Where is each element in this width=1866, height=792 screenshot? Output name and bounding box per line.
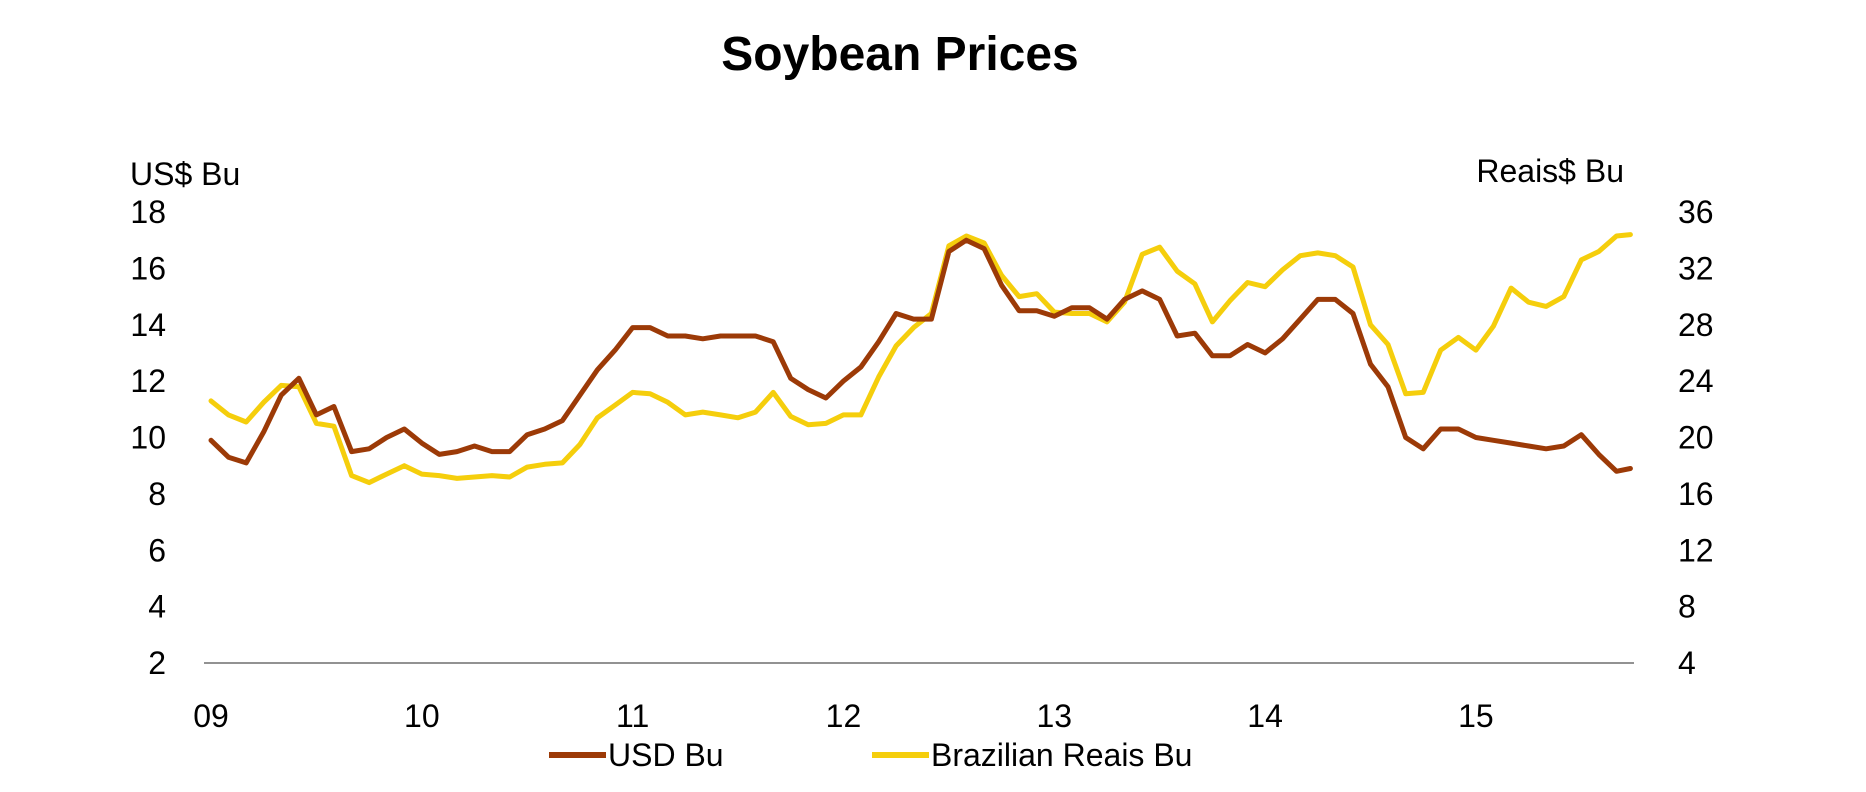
x-tick-label: 13 (1036, 698, 1072, 734)
legend-label-usd: USD Bu (608, 737, 724, 773)
legend-item-brl: Brazilian Reais Bu (872, 737, 1192, 773)
series-lines (208, 232, 1633, 486)
left-y-tick-label: 18 (130, 194, 166, 230)
right-y-tick-label: 4 (1678, 645, 1696, 681)
right-y-tick-label: 20 (1678, 420, 1714, 456)
x-axis: 09 10 11 12 13 14 15 (193, 698, 1493, 734)
left-y-tick-label: 14 (130, 307, 166, 343)
series-line-usd (208, 237, 1633, 474)
x-tick-label: 09 (193, 698, 229, 734)
right-y-tick-label: 16 (1678, 476, 1714, 512)
x-tick-label: 15 (1458, 698, 1494, 734)
left-y-tick-label: 2 (148, 645, 166, 681)
right-y-tick-label: 28 (1678, 307, 1714, 343)
right-y-tick-label: 32 (1678, 250, 1714, 286)
left-y-tick-label: 16 (130, 250, 166, 286)
right-axis-unit-label: Reais$ Bu (1476, 153, 1624, 189)
legend: USD Bu Brazilian Reais Bu (549, 737, 1192, 773)
chart-title: Soybean Prices (721, 28, 1079, 81)
left-y-tick-label: 12 (130, 363, 166, 399)
left-y-tick-label: 8 (148, 476, 166, 512)
right-y-tick-label: 8 (1678, 589, 1696, 625)
left-y-tick-label: 6 (148, 532, 166, 568)
left-y-tick-label: 4 (148, 589, 166, 625)
left-axis-unit-label: US$ Bu (130, 156, 240, 192)
x-tick-label: 14 (1247, 698, 1283, 734)
right-y-tick-label: 24 (1678, 363, 1714, 399)
legend-label-brl: Brazilian Reais Bu (931, 737, 1192, 773)
right-y-tick-label: 36 (1678, 194, 1714, 230)
legend-item-usd: USD Bu (549, 737, 724, 773)
right-y-axis: 4 8 12 16 20 24 28 32 36 (1678, 194, 1714, 681)
left-y-tick-label: 10 (130, 420, 166, 456)
x-tick-label: 10 (404, 698, 440, 734)
left-y-axis: 2 4 6 8 10 12 14 16 18 (130, 194, 166, 681)
x-tick-label: 11 (616, 698, 649, 734)
x-tick-label: 12 (826, 698, 862, 734)
right-y-tick-label: 12 (1678, 532, 1714, 568)
